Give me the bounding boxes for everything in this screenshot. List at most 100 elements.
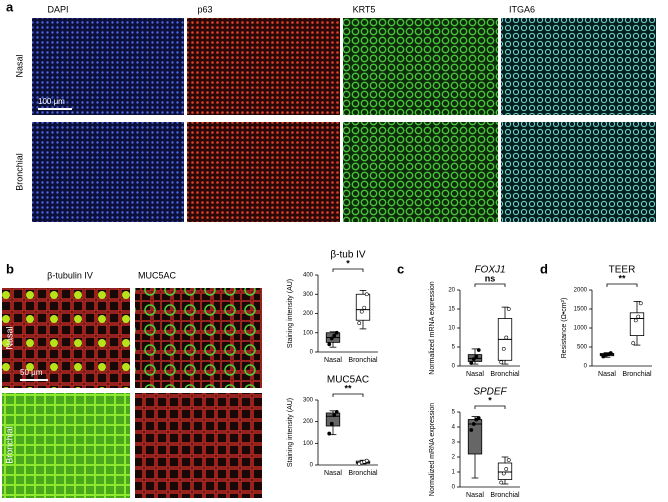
data-point xyxy=(364,292,369,297)
significance-bracket xyxy=(474,405,506,409)
data-point xyxy=(332,413,337,418)
y-tick-label: 4 xyxy=(452,425,456,431)
chart-title: SPDEF xyxy=(473,387,507,398)
chart-title: FOXJ1 xyxy=(474,265,505,276)
box xyxy=(497,462,513,480)
y-tick-label: 300 xyxy=(303,398,314,404)
data-point xyxy=(329,421,334,426)
y-axis-label: Staining intensity (AU) xyxy=(287,279,294,348)
data-point xyxy=(364,458,369,463)
data-point xyxy=(476,348,481,352)
data-point xyxy=(499,480,504,485)
significance-label: * xyxy=(346,258,350,268)
significance-label: ns xyxy=(485,273,496,283)
x-tick-label: Nasal xyxy=(466,371,484,378)
data-point xyxy=(327,342,332,347)
data-point xyxy=(474,354,479,359)
y-tick-label: 400 xyxy=(303,273,314,279)
y-tick-label: 1000 xyxy=(574,326,588,332)
y-tick-label: 5 xyxy=(452,410,456,416)
significance-bracket xyxy=(332,268,364,272)
significance-bracket xyxy=(474,283,506,287)
data-point xyxy=(334,330,339,335)
data-point xyxy=(329,336,334,341)
panel-label: a xyxy=(6,0,14,14)
data-point xyxy=(332,333,337,338)
micrograph xyxy=(187,122,340,222)
column-label: DAPI xyxy=(47,4,68,14)
chart-title: TEER xyxy=(609,265,636,276)
micrograph xyxy=(2,288,130,388)
y-tick-label: 1500 xyxy=(574,307,588,313)
micrograph xyxy=(32,18,184,115)
micrograph xyxy=(501,122,656,222)
data-point xyxy=(334,410,339,414)
y-tick-label: 10 xyxy=(448,326,455,332)
x-tick-label: Bronchial xyxy=(622,371,652,378)
row-label: Bronchial xyxy=(4,426,14,464)
significance-label: ** xyxy=(344,383,352,393)
y-tick-label: 200 xyxy=(303,419,314,425)
data-point xyxy=(471,422,476,426)
x-tick-label: Bronchial xyxy=(348,470,378,477)
data-point xyxy=(499,360,504,365)
significance-label: * xyxy=(488,395,492,405)
x-tick-label: Bronchial xyxy=(490,492,520,499)
micrograph xyxy=(501,18,656,115)
x-tick-label: Nasal xyxy=(324,470,342,477)
x-tick-label: Bronchial xyxy=(348,357,378,364)
row-label: Nasal xyxy=(14,54,24,77)
micrograph xyxy=(187,18,340,115)
y-tick-label: 2 xyxy=(452,455,456,461)
chart-title: β-tub IV xyxy=(330,250,366,261)
data-point xyxy=(608,351,613,355)
micrograph xyxy=(2,393,130,498)
y-axis-label: Resistance (Ω•cm²) xyxy=(561,298,568,359)
data-point xyxy=(357,321,362,326)
y-axis-label: Normalized mRNA expression xyxy=(429,281,436,374)
data-point xyxy=(631,341,636,346)
data-point xyxy=(504,467,509,471)
data-point xyxy=(504,335,509,340)
data-point xyxy=(501,346,506,351)
y-tick-label: 200 xyxy=(303,311,314,317)
y-tick-label: 500 xyxy=(577,345,588,351)
y-tick-label: 0 xyxy=(310,463,314,469)
column-label: MUC5AC xyxy=(138,270,177,280)
y-axis-label: Normalized mRNA expression xyxy=(429,403,436,496)
y-axis-label: Staining intensity (AU) xyxy=(287,398,294,467)
panel-label: c xyxy=(397,261,404,276)
data-point xyxy=(327,431,332,436)
y-tick-label: 2000 xyxy=(574,288,588,294)
data-point xyxy=(362,305,367,310)
data-point xyxy=(638,301,643,306)
panel-label: b xyxy=(6,261,14,276)
column-label: p63 xyxy=(197,4,212,14)
micrograph xyxy=(343,122,498,222)
x-tick-label: Nasal xyxy=(598,371,616,378)
significance-bracket xyxy=(606,283,638,287)
x-tick-label: Nasal xyxy=(324,357,342,364)
significance-bracket xyxy=(332,393,364,397)
y-tick-label: 15 xyxy=(448,307,455,313)
y-tick-label: 300 xyxy=(303,292,314,298)
chart-title: MUC5AC xyxy=(327,375,369,386)
data-point xyxy=(506,307,511,311)
data-point xyxy=(501,471,506,476)
y-tick-label: 100 xyxy=(303,441,314,447)
y-tick-label: 1 xyxy=(452,470,456,476)
panel-label: d xyxy=(540,261,548,276)
significance-label: ** xyxy=(618,273,626,283)
column-label: β-tubulin IV xyxy=(47,270,93,280)
data-point xyxy=(636,314,641,319)
micrograph xyxy=(32,122,184,222)
y-tick-label: 3 xyxy=(452,440,456,446)
y-tick-label: 0 xyxy=(584,364,588,370)
y-tick-label: 0 xyxy=(452,364,456,370)
y-tick-label: 0 xyxy=(310,350,314,356)
y-tick-label: 20 xyxy=(448,288,455,294)
column-label: ITGA6 xyxy=(509,4,535,14)
x-tick-label: Nasal xyxy=(466,492,484,499)
scale-bar-label: 50 μm xyxy=(20,368,43,377)
